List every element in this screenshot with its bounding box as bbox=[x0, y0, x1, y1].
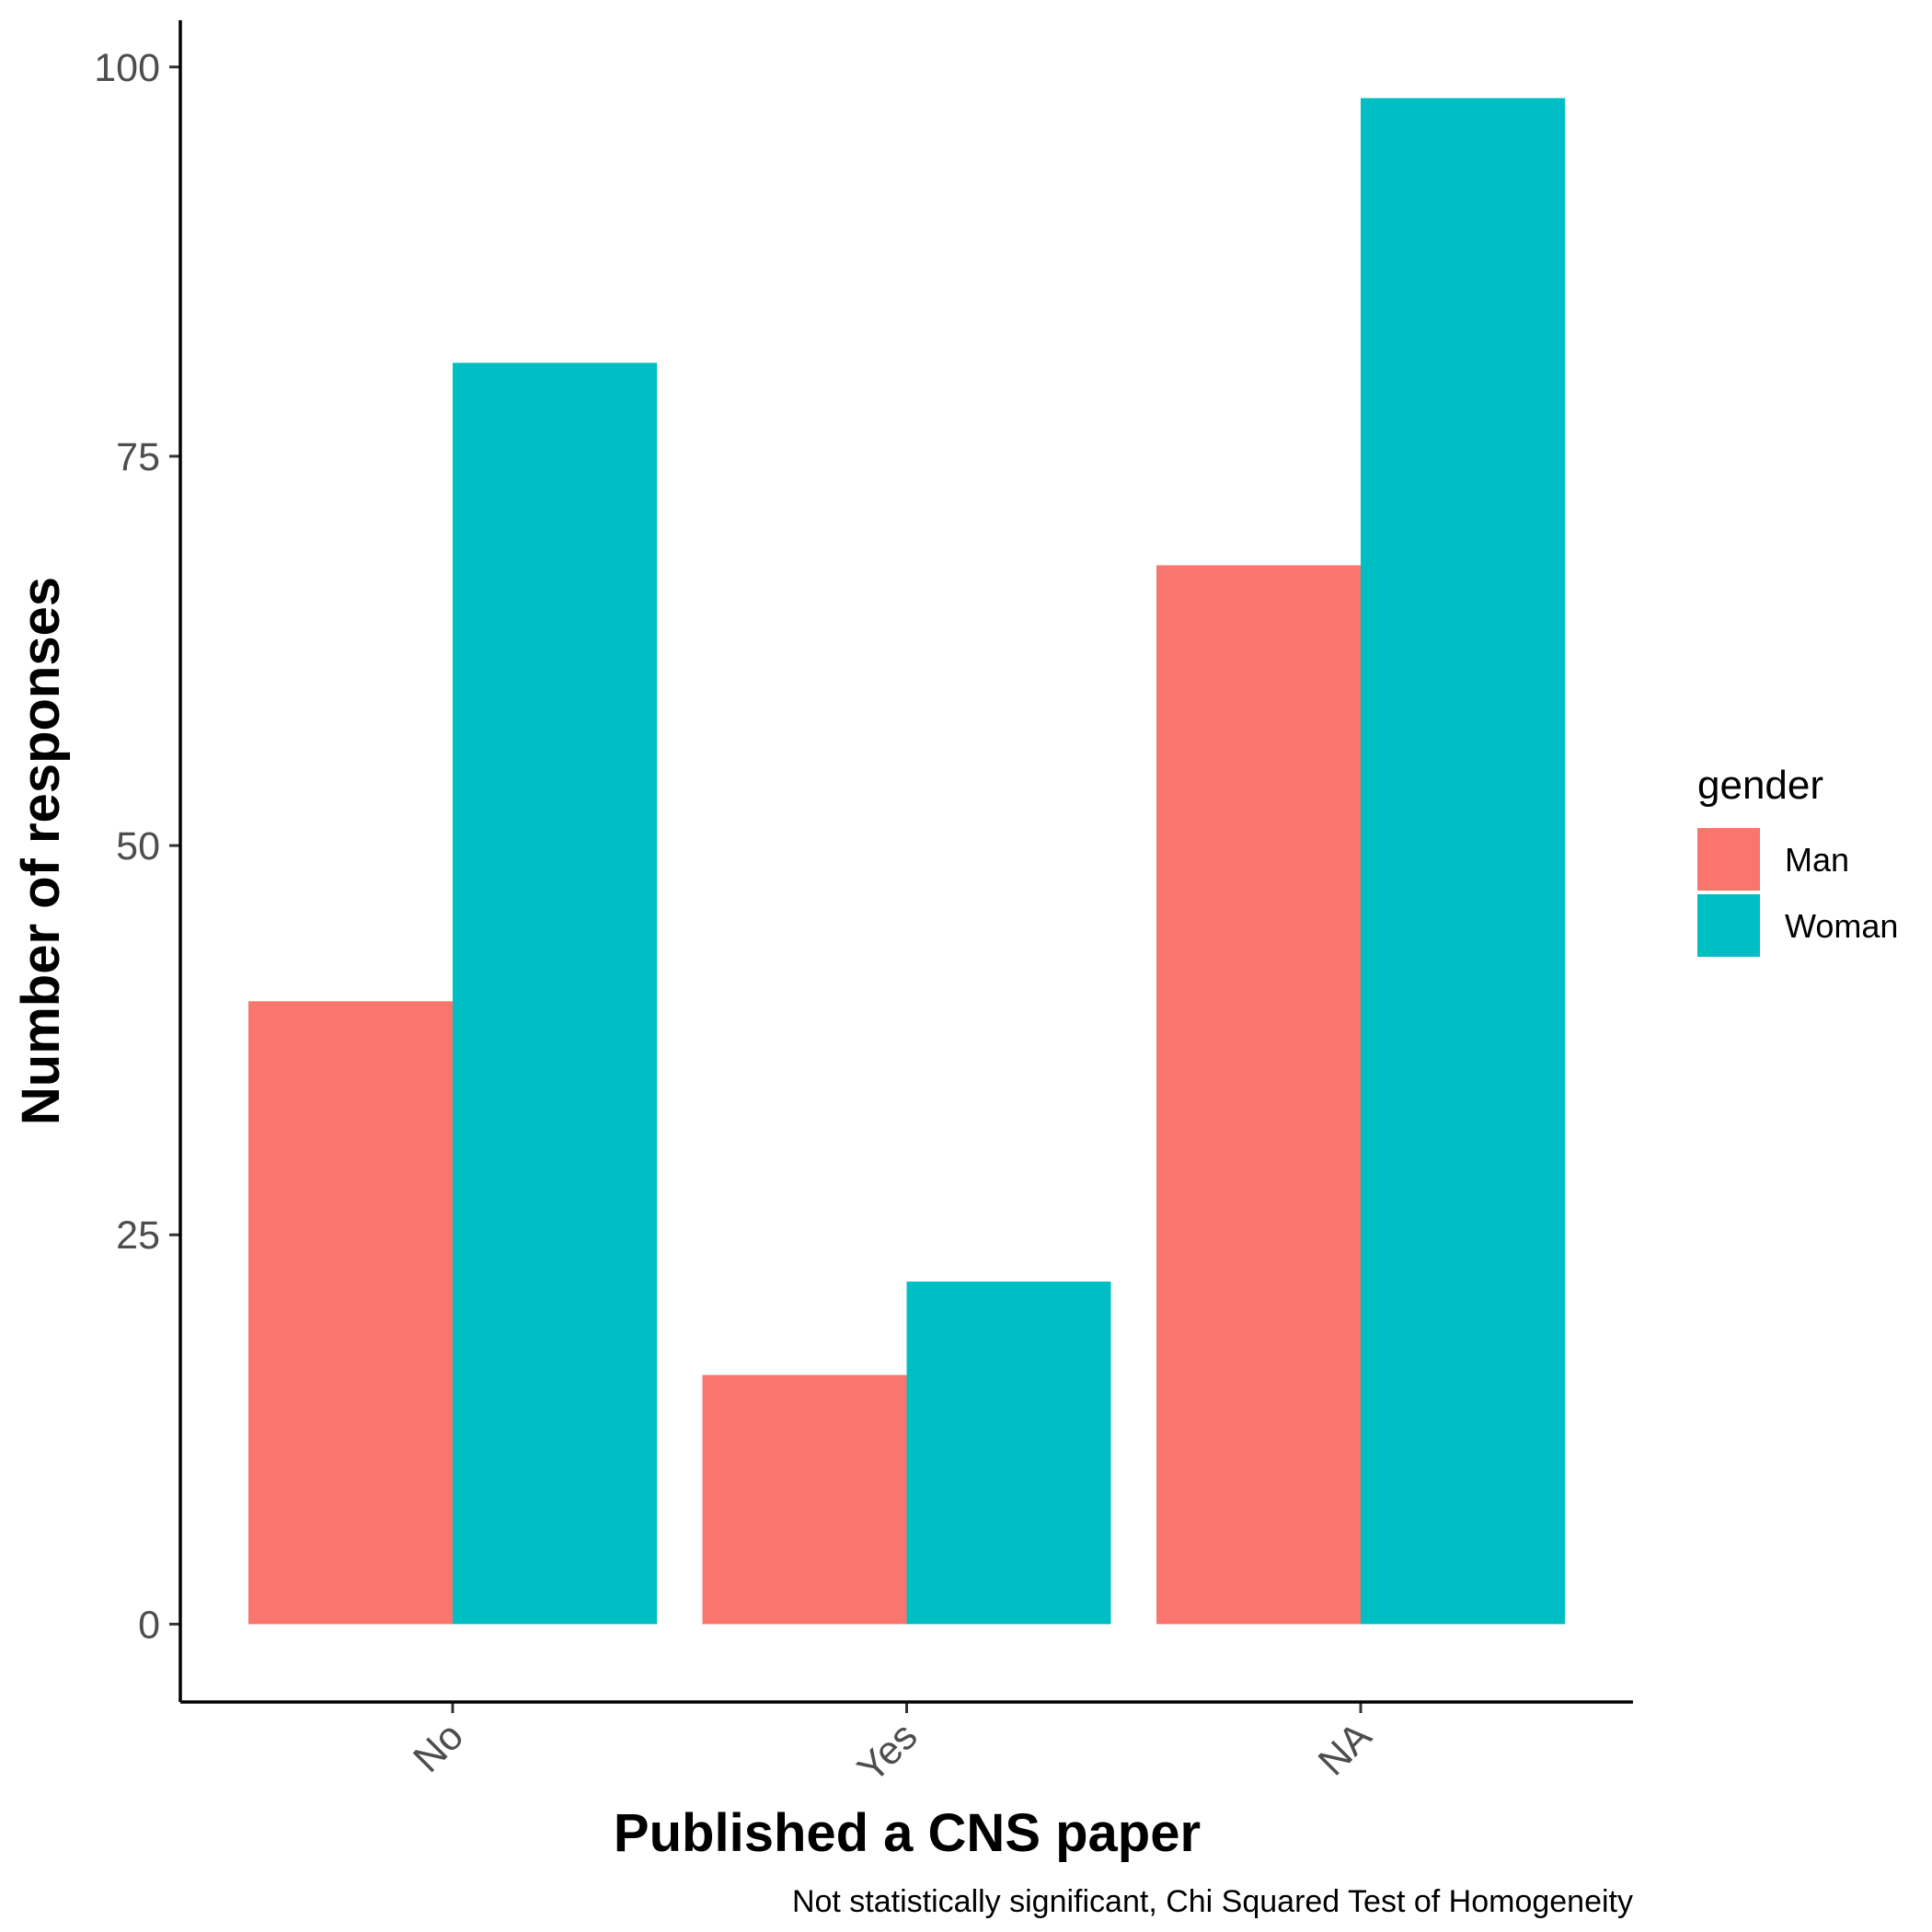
y-axis-ticks: 0 25 50 75 100 bbox=[94, 46, 180, 1647]
legend-swatch-woman bbox=[1697, 894, 1760, 957]
bar-man-yes bbox=[702, 1374, 907, 1625]
y-tick-label: 50 bbox=[116, 824, 160, 868]
x-tick-label: No bbox=[405, 1714, 472, 1781]
y-tick-label: 100 bbox=[94, 46, 160, 90]
legend-swatch-man bbox=[1697, 828, 1760, 891]
bars-group bbox=[248, 98, 1565, 1625]
bar-man-na bbox=[1156, 565, 1361, 1625]
legend-title: gender bbox=[1697, 763, 1823, 808]
bar-man-no bbox=[248, 1001, 453, 1625]
legend: gender Man Woman bbox=[1697, 763, 1898, 957]
legend-label-woman: Woman bbox=[1785, 907, 1898, 945]
y-tick-label: 75 bbox=[116, 435, 160, 479]
y-tick-label: 0 bbox=[138, 1603, 160, 1647]
legend-label-man: Man bbox=[1785, 841, 1849, 879]
x-tick-label: Yes bbox=[849, 1714, 926, 1791]
bar-woman-na bbox=[1361, 98, 1565, 1625]
y-axis-title: Number of responses bbox=[11, 577, 71, 1125]
x-axis-ticks: No Yes NA bbox=[405, 1702, 1380, 1791]
x-axis-title: Published a CNS paper bbox=[614, 1803, 1201, 1863]
bar-woman-no bbox=[453, 362, 657, 1625]
y-tick-label: 25 bbox=[116, 1213, 160, 1258]
x-tick-label: NA bbox=[1310, 1714, 1380, 1784]
bar-woman-yes bbox=[906, 1282, 1111, 1625]
caption: Not statistically significant, Chi Squar… bbox=[792, 1884, 1633, 1919]
